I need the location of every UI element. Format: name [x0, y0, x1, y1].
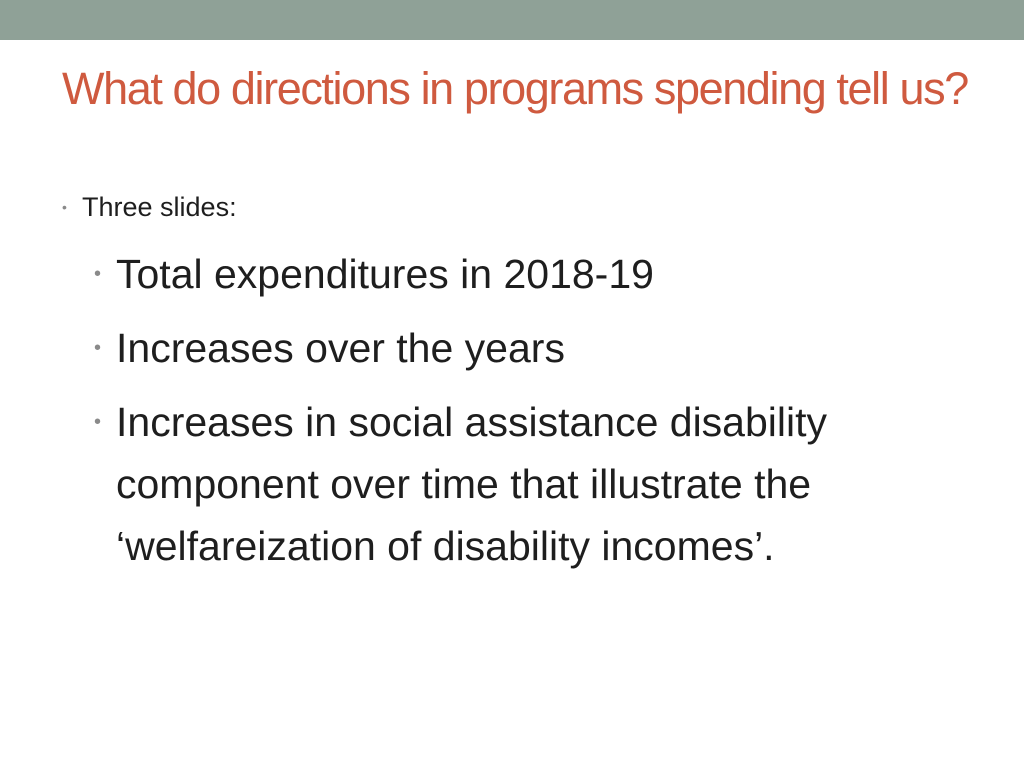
bullet-icon: • [94, 263, 102, 285]
list-item: • Total expenditures in 2018-19 [92, 243, 922, 305]
list-item-text: Increases over the years [116, 325, 565, 371]
bullet-icon: • [94, 411, 102, 433]
list-item-text: Increases in social assistance disabilit… [116, 399, 827, 569]
bullet-list-level1: • Three slides: [62, 190, 237, 224]
list-item: • Increases in social assistance disabil… [92, 391, 922, 577]
list-item: • Three slides: [62, 190, 237, 224]
top-color-band [0, 0, 1024, 40]
list-item-text: Total expenditures in 2018-19 [116, 251, 654, 297]
bullet-list-level2: • Total expenditures in 2018-19 • Increa… [92, 243, 922, 589]
list-item: • Increases over the years [92, 317, 922, 379]
bullet-icon: • [94, 337, 102, 359]
bullet-icon: • [62, 199, 67, 215]
slide-title: What do directions in programs spending … [62, 63, 969, 114]
intro-text: Three slides: [82, 192, 237, 222]
